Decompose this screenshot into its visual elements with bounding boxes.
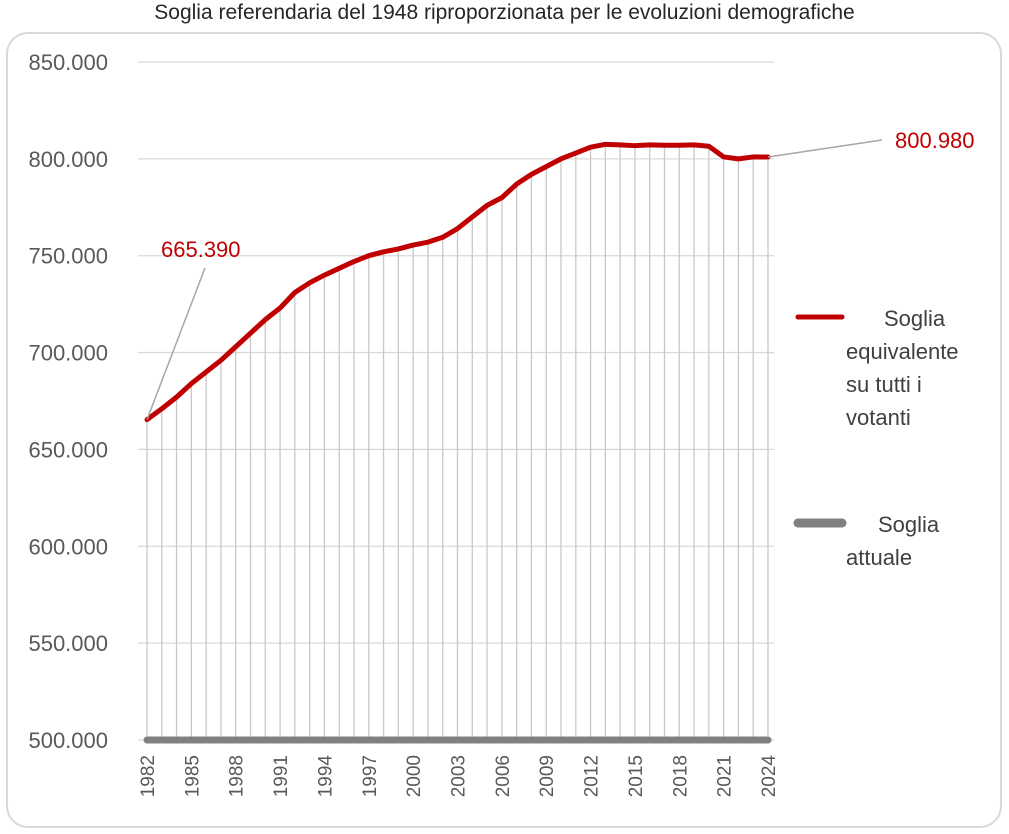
y-tick-label: 700.000 xyxy=(28,341,108,366)
x-tick-label: 2000 xyxy=(404,755,425,797)
y-tick-label: 800.000 xyxy=(28,147,108,172)
x-tick-label: 2009 xyxy=(537,755,558,797)
y-tick-label: 600.000 xyxy=(28,534,108,559)
legend-label: equivalente xyxy=(846,339,959,364)
legend-label: votanti xyxy=(846,405,911,430)
legend-label: attuale xyxy=(846,545,912,570)
chart-frame xyxy=(6,32,1002,828)
y-tick-label: 850.000 xyxy=(28,50,108,75)
annotation-leader-end xyxy=(767,139,883,158)
y-tick-label: 550.000 xyxy=(28,631,108,656)
x-tick-label: 1982 xyxy=(138,755,159,797)
series-line-soglia-equivalente xyxy=(144,141,771,423)
annotation-leader-start xyxy=(146,267,206,420)
legend-item-soglia-equivalente: Soglia equivalente su tutti i votanti xyxy=(795,306,959,430)
x-tick-label: 2003 xyxy=(449,755,470,797)
legend-item-soglia-attuale: Soglia attuale xyxy=(793,512,940,570)
data-label-start: 665.390 xyxy=(161,237,241,262)
x-tick-label: 2015 xyxy=(626,755,647,797)
x-tick-label: 2021 xyxy=(715,755,736,797)
chart-title: Soglia referendaria del 1948 riproporzio… xyxy=(154,1,855,24)
x-tick-label: 1991 xyxy=(271,755,292,797)
data-label-end: 800.980 xyxy=(895,128,975,153)
x-tick-label: 2006 xyxy=(493,755,514,797)
x-tick-label: 1997 xyxy=(360,755,381,797)
x-tick-label: 2024 xyxy=(759,755,780,798)
legend-label: su tutti i xyxy=(846,372,922,397)
x-tick-label: 1985 xyxy=(182,755,203,797)
annotations: 665.390 800.980 xyxy=(146,128,975,420)
legend-label: Soglia xyxy=(884,306,946,331)
x-tick-label: 1988 xyxy=(227,755,248,797)
gridlines xyxy=(138,61,774,741)
x-tick-label: 2012 xyxy=(582,755,603,797)
series-lines xyxy=(143,141,772,744)
legend-label: Soglia xyxy=(878,512,940,537)
x-tick-label: 1994 xyxy=(315,755,336,798)
y-tick-label: 650.000 xyxy=(28,437,108,462)
y-tick-label: 500.000 xyxy=(28,728,108,753)
y-axis-ticks: 500.000 550.000 600.000 650.000 700.000 750.0… xyxy=(28,50,108,753)
x-tick-label: 2018 xyxy=(670,755,691,797)
x-axis-ticks: 1982 1985 1988 1991 1994 1997 2000 2003 2006 2009… xyxy=(138,755,780,798)
y-tick-label: 750.000 xyxy=(28,244,108,269)
